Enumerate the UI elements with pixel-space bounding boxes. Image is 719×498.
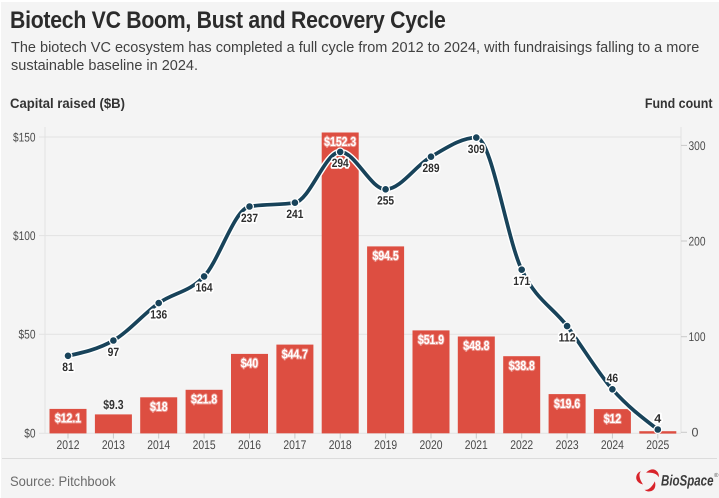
svg-text:2018: 2018	[329, 438, 352, 452]
svg-text:309: 309	[468, 142, 485, 156]
svg-text:97: 97	[108, 345, 120, 359]
svg-text:$9.3: $9.3	[103, 397, 123, 412]
svg-text:$50: $50	[19, 328, 36, 342]
svg-text:BioSpace: BioSpace	[661, 473, 714, 490]
svg-text:$19.6: $19.6	[554, 396, 580, 411]
svg-text:$48.8: $48.8	[463, 338, 489, 353]
svg-text:2024: 2024	[601, 438, 624, 452]
svg-text:2014: 2014	[147, 438, 170, 452]
svg-text:171: 171	[513, 274, 530, 288]
svg-text:$150: $150	[13, 131, 36, 145]
svg-text:46: 46	[607, 371, 619, 385]
svg-text:2023: 2023	[556, 438, 579, 452]
svg-text:$0: $0	[24, 426, 35, 440]
svg-text:2015: 2015	[193, 438, 216, 452]
svg-text:®: ®	[714, 472, 719, 479]
svg-text:2016: 2016	[238, 438, 261, 452]
svg-text:255: 255	[377, 194, 394, 208]
svg-text:2017: 2017	[283, 438, 306, 452]
svg-text:$152.3: $152.3	[324, 134, 356, 149]
svg-text:2012: 2012	[57, 438, 80, 452]
svg-text:294: 294	[332, 156, 349, 170]
svg-text:100: 100	[689, 330, 706, 344]
svg-text:$44.7: $44.7	[282, 346, 308, 361]
svg-text:2021: 2021	[465, 438, 488, 452]
svg-text:$21.8: $21.8	[191, 392, 217, 407]
svg-text:$12.1: $12.1	[55, 411, 81, 426]
svg-text:$38.8: $38.8	[509, 358, 535, 373]
svg-text:2025: 2025	[646, 438, 669, 452]
svg-text:$40: $40	[241, 356, 259, 371]
svg-text:$12: $12	[604, 411, 622, 426]
svg-text:0: 0	[692, 425, 699, 439]
svg-text:289: 289	[423, 161, 440, 175]
svg-text:2019: 2019	[374, 438, 397, 452]
svg-text:$94.5: $94.5	[373, 248, 399, 263]
svg-text:$18: $18	[150, 399, 168, 414]
svg-text:$100: $100	[13, 229, 36, 243]
svg-text:2022: 2022	[510, 438, 533, 452]
svg-text:237: 237	[241, 211, 258, 225]
svg-text:300: 300	[689, 139, 706, 153]
svg-text:2013: 2013	[102, 438, 125, 452]
svg-text:241: 241	[286, 207, 303, 221]
svg-text:164: 164	[196, 281, 213, 295]
svg-text:2020: 2020	[420, 438, 443, 452]
svg-text:136: 136	[150, 307, 167, 321]
svg-text:200: 200	[689, 235, 706, 249]
svg-text:$51.9: $51.9	[418, 332, 444, 347]
svg-text:112: 112	[559, 330, 576, 344]
svg-text:81: 81	[62, 360, 74, 374]
svg-text:4: 4	[654, 412, 661, 426]
